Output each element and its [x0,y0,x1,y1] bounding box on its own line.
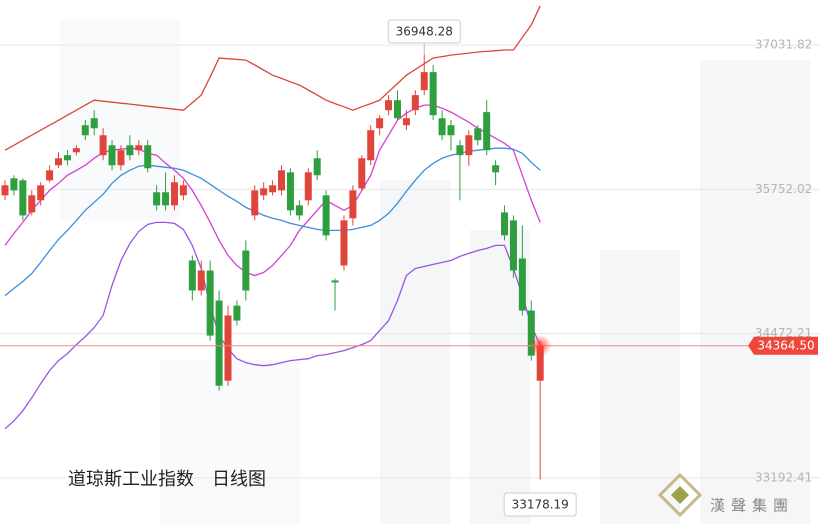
high-label-box [387,19,461,44]
candle-body [367,130,375,161]
candle-body [465,135,473,156]
candle-body [349,190,357,219]
candle-body [483,112,491,151]
candle-body [72,148,80,153]
candle-body [170,182,178,206]
candle-body [376,118,384,129]
candle-body [99,135,107,156]
candle-body [1,185,9,196]
candle-body [108,145,116,166]
candle-body [501,212,509,236]
candle-body [126,145,134,156]
y-tick-label: 35752.02 [755,182,812,196]
band-line [4,221,541,430]
candle-body [153,192,161,206]
candle-body [474,128,482,141]
candle-body [518,258,526,311]
candle-body [340,220,348,266]
chart-title: 道琼斯工业指数 日线图 [68,469,266,490]
candle-body [385,100,393,111]
candle-body [117,150,125,166]
candle-body [206,270,214,336]
candle-body [81,125,89,136]
price-glow [529,334,552,357]
candle-body [28,195,36,213]
candle-body [295,205,303,216]
candle-body [188,260,196,291]
candle-body [135,145,143,151]
candle-body [144,145,152,169]
band-line [4,5,541,151]
candle-body [224,315,232,381]
logo-icon [671,486,689,504]
candle-body [509,220,517,271]
candle-body [313,158,321,176]
low-label: 33178.19 [512,498,569,512]
candle-body [447,125,455,136]
candle-body [55,158,63,166]
candle-body [46,170,54,181]
y-tick-label: 37031.82 [755,38,812,52]
candle-body [393,100,401,119]
candle-body [456,145,464,156]
logo: 漢聲集團 [657,472,794,518]
candle-body [197,270,205,291]
candle-body [63,155,71,161]
candle-body [162,192,170,206]
candle-body [429,72,437,116]
candle-body [19,180,27,216]
candle-body [420,72,428,91]
candle-body [260,188,268,196]
candle-body [242,250,250,291]
candle-body [179,185,187,196]
candle-body [90,118,98,129]
candle-body [233,305,241,321]
logo-icon [657,472,703,518]
y-tick-label: 34472.21 [755,326,812,340]
candle-body [438,118,446,136]
band-line [4,147,541,297]
candle-body [492,165,500,173]
candle-body [322,195,330,236]
low-label-box [503,492,577,517]
watermark: 漢聲集團 [710,497,794,515]
candle-body [10,178,18,191]
candle-body [286,172,294,211]
candle-body [304,172,312,201]
high-label: 36948.28 [396,25,453,39]
candle-body [527,310,535,356]
candle-body [331,280,339,283]
candle-body [251,190,259,216]
band-line [4,104,541,277]
plot: 37031.82 35752.02 34472.21 33192.41 36948.28… [0,5,820,517]
candle-body [411,95,419,111]
y-tick-label: 33192.41 [755,470,812,484]
price-tag [748,336,818,355]
candle-body [215,300,223,386]
candle-body [358,158,366,189]
candle-body [402,118,410,126]
price-tag-label: 34364.50 [757,338,814,352]
candle-body [278,170,286,191]
candle-body [269,185,277,193]
candle-body [536,345,544,381]
candle-body [37,185,45,201]
